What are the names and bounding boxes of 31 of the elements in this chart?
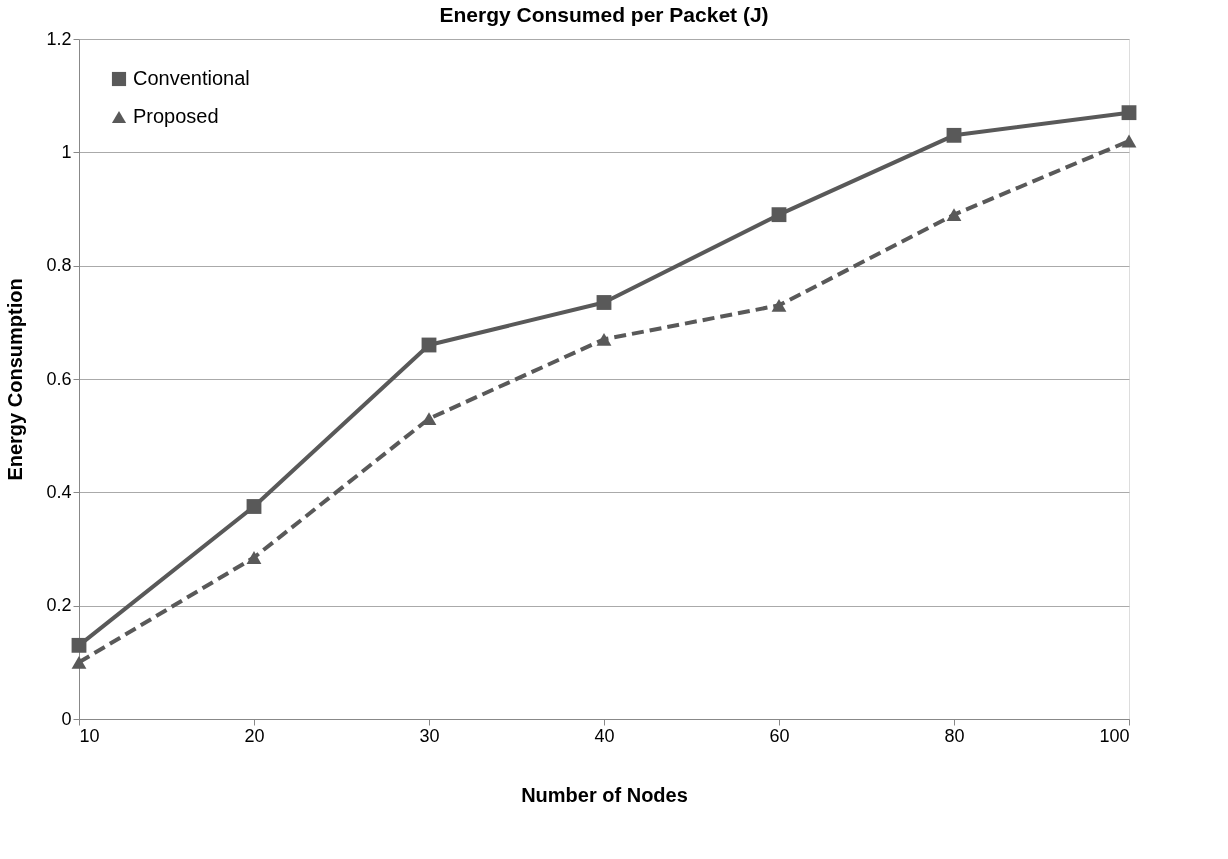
x-tick-label: 40 bbox=[594, 725, 615, 746]
point bbox=[71, 655, 87, 669]
x-tick-label: 20 bbox=[244, 725, 265, 746]
y-tick-label: 0.6 bbox=[46, 368, 72, 389]
x-tick-label: 100 bbox=[1099, 725, 1130, 746]
point bbox=[946, 208, 962, 222]
point bbox=[771, 298, 787, 312]
point bbox=[71, 637, 87, 653]
y-axis-title: Energy Consumption bbox=[4, 278, 27, 481]
y-tick-label: 0 bbox=[61, 708, 72, 729]
y-tick-label: 1 bbox=[61, 141, 72, 162]
y-tick-label: 0.2 bbox=[46, 595, 72, 616]
x-tick-label: 10 bbox=[79, 725, 100, 746]
point bbox=[1121, 134, 1137, 148]
chart-title: Energy Consumed per Packet (J) bbox=[439, 3, 769, 26]
point bbox=[246, 499, 262, 514]
point bbox=[596, 295, 612, 310]
point bbox=[596, 332, 612, 346]
x-tick-label: 60 bbox=[769, 725, 790, 746]
point bbox=[946, 127, 962, 143]
legend-label: Conventional bbox=[133, 67, 250, 89]
x-tick-label: 80 bbox=[944, 725, 965, 746]
point bbox=[1121, 105, 1137, 121]
point bbox=[246, 551, 262, 564]
y-tick-label: 0.4 bbox=[46, 481, 72, 502]
x-axis-title: Number of Nodes bbox=[521, 783, 688, 806]
legend-label: Proposed bbox=[133, 105, 219, 127]
y-tick-label: 1.2 bbox=[46, 28, 72, 49]
point bbox=[771, 207, 787, 223]
y-tick-label: 0.8 bbox=[46, 255, 72, 276]
x-tick-label: 30 bbox=[419, 725, 440, 746]
